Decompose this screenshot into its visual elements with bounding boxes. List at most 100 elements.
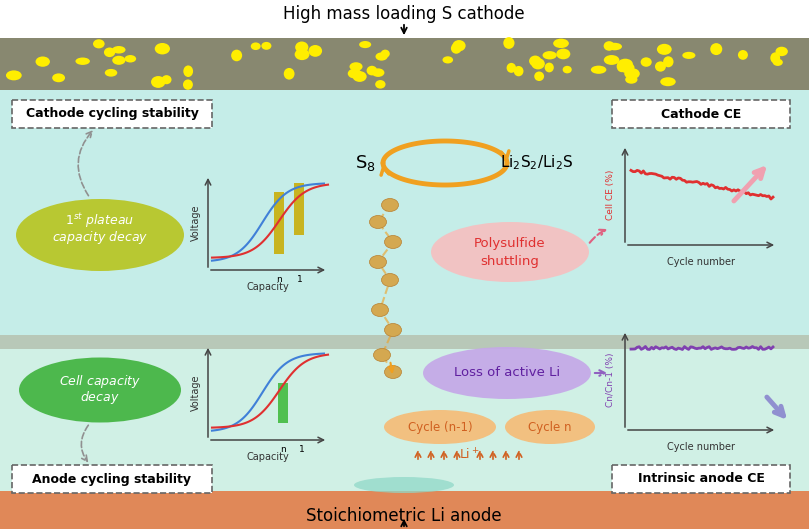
- Ellipse shape: [682, 52, 696, 59]
- Text: $\it{decay}$: $\it{decay}$: [80, 389, 120, 406]
- Ellipse shape: [6, 70, 22, 80]
- Ellipse shape: [112, 56, 125, 65]
- Ellipse shape: [738, 50, 748, 60]
- Text: Cathode cycling stability: Cathode cycling stability: [26, 107, 198, 121]
- Ellipse shape: [657, 44, 671, 55]
- Text: S$_8$: S$_8$: [354, 153, 375, 173]
- Ellipse shape: [295, 41, 308, 53]
- Ellipse shape: [616, 60, 627, 72]
- Ellipse shape: [506, 63, 516, 73]
- Ellipse shape: [375, 80, 386, 88]
- Ellipse shape: [591, 66, 607, 74]
- Ellipse shape: [562, 66, 572, 74]
- Text: Cathode CE: Cathode CE: [661, 107, 741, 121]
- Text: shuttling: shuttling: [481, 254, 540, 268]
- Text: $\it{Cell\ capacity}$: $\it{Cell\ capacity}$: [59, 372, 141, 389]
- Ellipse shape: [151, 76, 166, 88]
- Bar: [0, 38, 809, 90]
- Ellipse shape: [625, 75, 637, 84]
- Ellipse shape: [349, 62, 362, 71]
- Text: n: n: [276, 275, 282, 284]
- Ellipse shape: [36, 57, 50, 67]
- Text: Intrinsic anode CE: Intrinsic anode CE: [637, 472, 765, 486]
- Ellipse shape: [384, 366, 401, 379]
- Bar: [274, 192, 284, 254]
- Ellipse shape: [443, 56, 453, 63]
- Ellipse shape: [371, 304, 388, 316]
- Text: Anode cycling stability: Anode cycling stability: [32, 472, 192, 486]
- Text: Capacity: Capacity: [247, 452, 290, 462]
- Ellipse shape: [529, 56, 541, 67]
- Ellipse shape: [354, 477, 454, 493]
- Ellipse shape: [608, 43, 622, 50]
- Text: Voltage: Voltage: [191, 204, 201, 241]
- Ellipse shape: [532, 58, 544, 69]
- Text: Stoichiometric Li anode: Stoichiometric Li anode: [306, 507, 502, 525]
- Text: Li$^+$: Li$^+$: [459, 448, 479, 463]
- Ellipse shape: [366, 66, 377, 76]
- Ellipse shape: [655, 61, 666, 71]
- FancyBboxPatch shape: [12, 465, 212, 493]
- Ellipse shape: [359, 41, 371, 48]
- Ellipse shape: [374, 349, 391, 361]
- Ellipse shape: [505, 410, 595, 444]
- Ellipse shape: [19, 358, 181, 423]
- Text: $\it{1^{st}\ plateau}$: $\it{1^{st}\ plateau}$: [66, 212, 134, 230]
- Ellipse shape: [384, 324, 401, 336]
- Bar: [0, 491, 809, 529]
- Ellipse shape: [93, 39, 104, 48]
- Text: Cycle number: Cycle number: [667, 257, 735, 267]
- FancyBboxPatch shape: [612, 465, 790, 493]
- Text: Polysulfide: Polysulfide: [474, 236, 546, 250]
- Bar: [0, 335, 809, 349]
- Ellipse shape: [776, 47, 788, 56]
- Ellipse shape: [52, 74, 65, 82]
- Ellipse shape: [105, 69, 117, 77]
- Ellipse shape: [294, 49, 309, 60]
- Ellipse shape: [543, 51, 557, 59]
- Text: Loss of active Li: Loss of active Li: [454, 367, 560, 379]
- Ellipse shape: [773, 59, 783, 66]
- Ellipse shape: [604, 55, 620, 65]
- Ellipse shape: [557, 49, 570, 59]
- Ellipse shape: [112, 46, 125, 53]
- Ellipse shape: [431, 222, 589, 282]
- Text: High mass loading S cathode: High mass loading S cathode: [283, 5, 525, 23]
- Ellipse shape: [104, 48, 115, 57]
- Ellipse shape: [251, 42, 260, 50]
- Ellipse shape: [663, 56, 674, 67]
- Ellipse shape: [382, 273, 399, 287]
- FancyBboxPatch shape: [612, 100, 790, 128]
- Ellipse shape: [544, 62, 554, 72]
- Text: Cycle (n-1): Cycle (n-1): [408, 421, 472, 433]
- Ellipse shape: [231, 50, 242, 61]
- Ellipse shape: [710, 43, 722, 55]
- Ellipse shape: [75, 58, 90, 65]
- Ellipse shape: [604, 41, 615, 51]
- Ellipse shape: [641, 57, 652, 67]
- Ellipse shape: [184, 66, 193, 77]
- Ellipse shape: [162, 75, 172, 84]
- Ellipse shape: [370, 215, 387, 229]
- Ellipse shape: [617, 59, 633, 69]
- Bar: [0, 349, 809, 491]
- Ellipse shape: [183, 79, 193, 90]
- Text: Li$_2$S$_2$/Li$_2$S: Li$_2$S$_2$/Li$_2$S: [500, 153, 574, 172]
- Text: n: n: [280, 445, 286, 454]
- Ellipse shape: [261, 42, 271, 50]
- Text: Cycle number: Cycle number: [667, 442, 735, 452]
- Ellipse shape: [16, 199, 184, 271]
- Text: 1: 1: [299, 445, 305, 454]
- Text: 1: 1: [297, 275, 303, 284]
- Ellipse shape: [451, 43, 462, 54]
- Ellipse shape: [660, 77, 676, 86]
- Ellipse shape: [381, 50, 390, 58]
- Text: Capacity: Capacity: [247, 282, 290, 292]
- Ellipse shape: [770, 52, 780, 63]
- Ellipse shape: [375, 52, 388, 61]
- Ellipse shape: [423, 347, 591, 399]
- Ellipse shape: [155, 43, 170, 54]
- Bar: [277, 383, 288, 423]
- Ellipse shape: [308, 45, 322, 57]
- Text: Cycle n: Cycle n: [528, 421, 572, 433]
